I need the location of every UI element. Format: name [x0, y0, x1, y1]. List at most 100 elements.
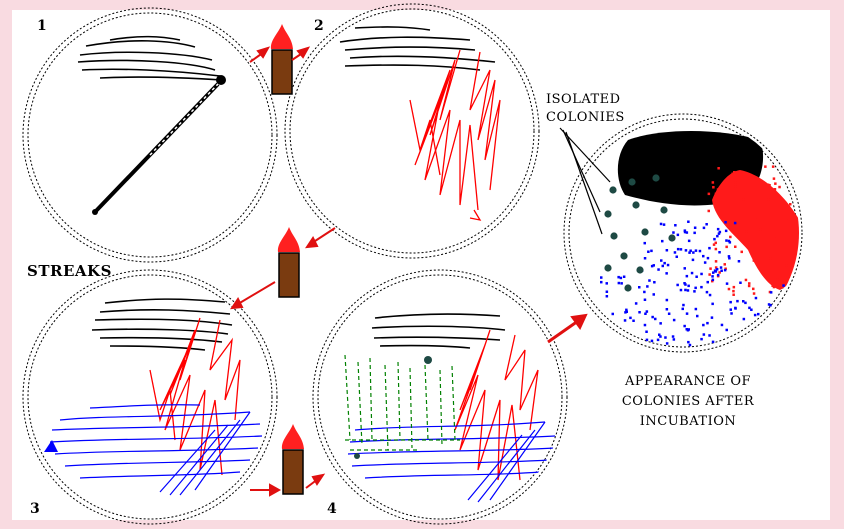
- red-colony: [775, 234, 778, 238]
- red-colony: [752, 287, 755, 291]
- red-colony: [711, 279, 714, 283]
- blue-colony: [693, 231, 696, 235]
- plate-3-number: 3: [30, 501, 40, 517]
- blue-colony: [605, 295, 609, 298]
- red-colony: [739, 178, 742, 182]
- blue-colony: [718, 230, 722, 234]
- red-colony: [737, 231, 741, 234]
- plate-3-streak-3: [49, 404, 263, 496]
- blue-colony: [725, 282, 729, 285]
- isolated-colony: [636, 266, 644, 274]
- red-colony: [789, 203, 792, 206]
- blue-colony: [645, 338, 649, 342]
- red-colony: [732, 289, 735, 293]
- blue-colony: [674, 224, 677, 227]
- isolated-colony: [624, 284, 632, 292]
- blue-colony: [729, 300, 732, 304]
- blue-colony: [675, 255, 678, 258]
- red-colony: [717, 167, 720, 170]
- blue-colony: [638, 286, 641, 289]
- blue-colony: [719, 266, 723, 269]
- blue-colony: [643, 241, 646, 245]
- blue-colony: [742, 317, 746, 321]
- blue-colony: [646, 285, 649, 288]
- blue-colony: [600, 280, 603, 284]
- isolated-colonies-label-line2: COLONIES: [546, 110, 625, 125]
- blue-colony: [702, 333, 706, 336]
- blue-colony: [643, 298, 647, 301]
- red-colony: [773, 188, 777, 191]
- blue-colony: [664, 336, 667, 339]
- red-colony: [714, 260, 718, 263]
- red-colony: [764, 165, 767, 168]
- red-colony: [740, 217, 744, 220]
- red-colony: [714, 266, 718, 269]
- red-colony: [712, 243, 716, 246]
- red-colony: [723, 263, 726, 266]
- blue-colony: [687, 239, 691, 243]
- plate-3-streak-2: [149, 317, 241, 476]
- blue-colony: [676, 247, 680, 251]
- red-colony: [734, 245, 737, 248]
- blue-colony: [638, 311, 641, 314]
- red-colony: [776, 278, 779, 281]
- blue-colony: [685, 274, 689, 278]
- diagram-panel: [12, 10, 830, 520]
- red-colony: [727, 287, 731, 291]
- blue-colony: [713, 269, 717, 272]
- red-colony: [766, 183, 770, 186]
- blue-colony: [659, 335, 662, 338]
- blue-colony: [694, 286, 697, 290]
- red-colony: [761, 188, 765, 192]
- blue-colony: [736, 299, 739, 303]
- red-colony: [788, 262, 791, 265]
- blue-colony: [734, 306, 737, 310]
- blue-colony: [690, 271, 694, 275]
- blue-colony: [693, 226, 697, 229]
- blue-colony: [750, 308, 753, 311]
- plate-4-streak-4: [344, 354, 460, 451]
- blue-colony: [634, 302, 638, 305]
- red-colony: [744, 278, 748, 282]
- blue-colony: [703, 261, 707, 264]
- plate-4-streak-2: [454, 329, 539, 481]
- blue-colony: [676, 283, 679, 287]
- blue-colony: [757, 312, 760, 316]
- blue-colony: [665, 298, 669, 302]
- isolated-colony: [641, 228, 649, 236]
- blue-colony: [659, 322, 662, 325]
- blue-colony: [683, 230, 687, 234]
- red-colony: [719, 203, 722, 207]
- blue-colony: [654, 317, 657, 321]
- red-colony: [774, 182, 777, 185]
- blue-colony: [700, 337, 703, 341]
- blue-colony: [711, 275, 714, 278]
- isolated-colony: [620, 252, 628, 260]
- blue-colony: [744, 301, 747, 305]
- burner-1: [270, 24, 293, 95]
- blue-colony: [710, 316, 714, 319]
- red-colony: [712, 186, 715, 189]
- isolated-colony: [652, 174, 660, 182]
- blue-colony: [676, 233, 680, 237]
- plate-2-streak-1: [339, 26, 496, 71]
- blue-colony: [696, 314, 699, 318]
- red-colony: [711, 181, 715, 184]
- blue-colony: [617, 281, 621, 285]
- red-colony: [781, 229, 785, 232]
- red-colony: [752, 234, 755, 238]
- isolated-colony: [668, 234, 676, 242]
- red-colony: [745, 230, 748, 233]
- blue-colony: [645, 330, 648, 333]
- plate-4: [312, 269, 568, 525]
- blue-colony: [650, 339, 654, 343]
- blue-colony: [605, 282, 608, 285]
- red-colony: [772, 177, 776, 180]
- red-colony: [716, 188, 720, 191]
- red-colony: [714, 247, 718, 251]
- plate-3-loop-mark: [44, 440, 58, 452]
- red-colony: [731, 172, 734, 175]
- blue-colony: [650, 249, 653, 253]
- blue-colony: [625, 308, 628, 312]
- blue-colony: [706, 321, 709, 325]
